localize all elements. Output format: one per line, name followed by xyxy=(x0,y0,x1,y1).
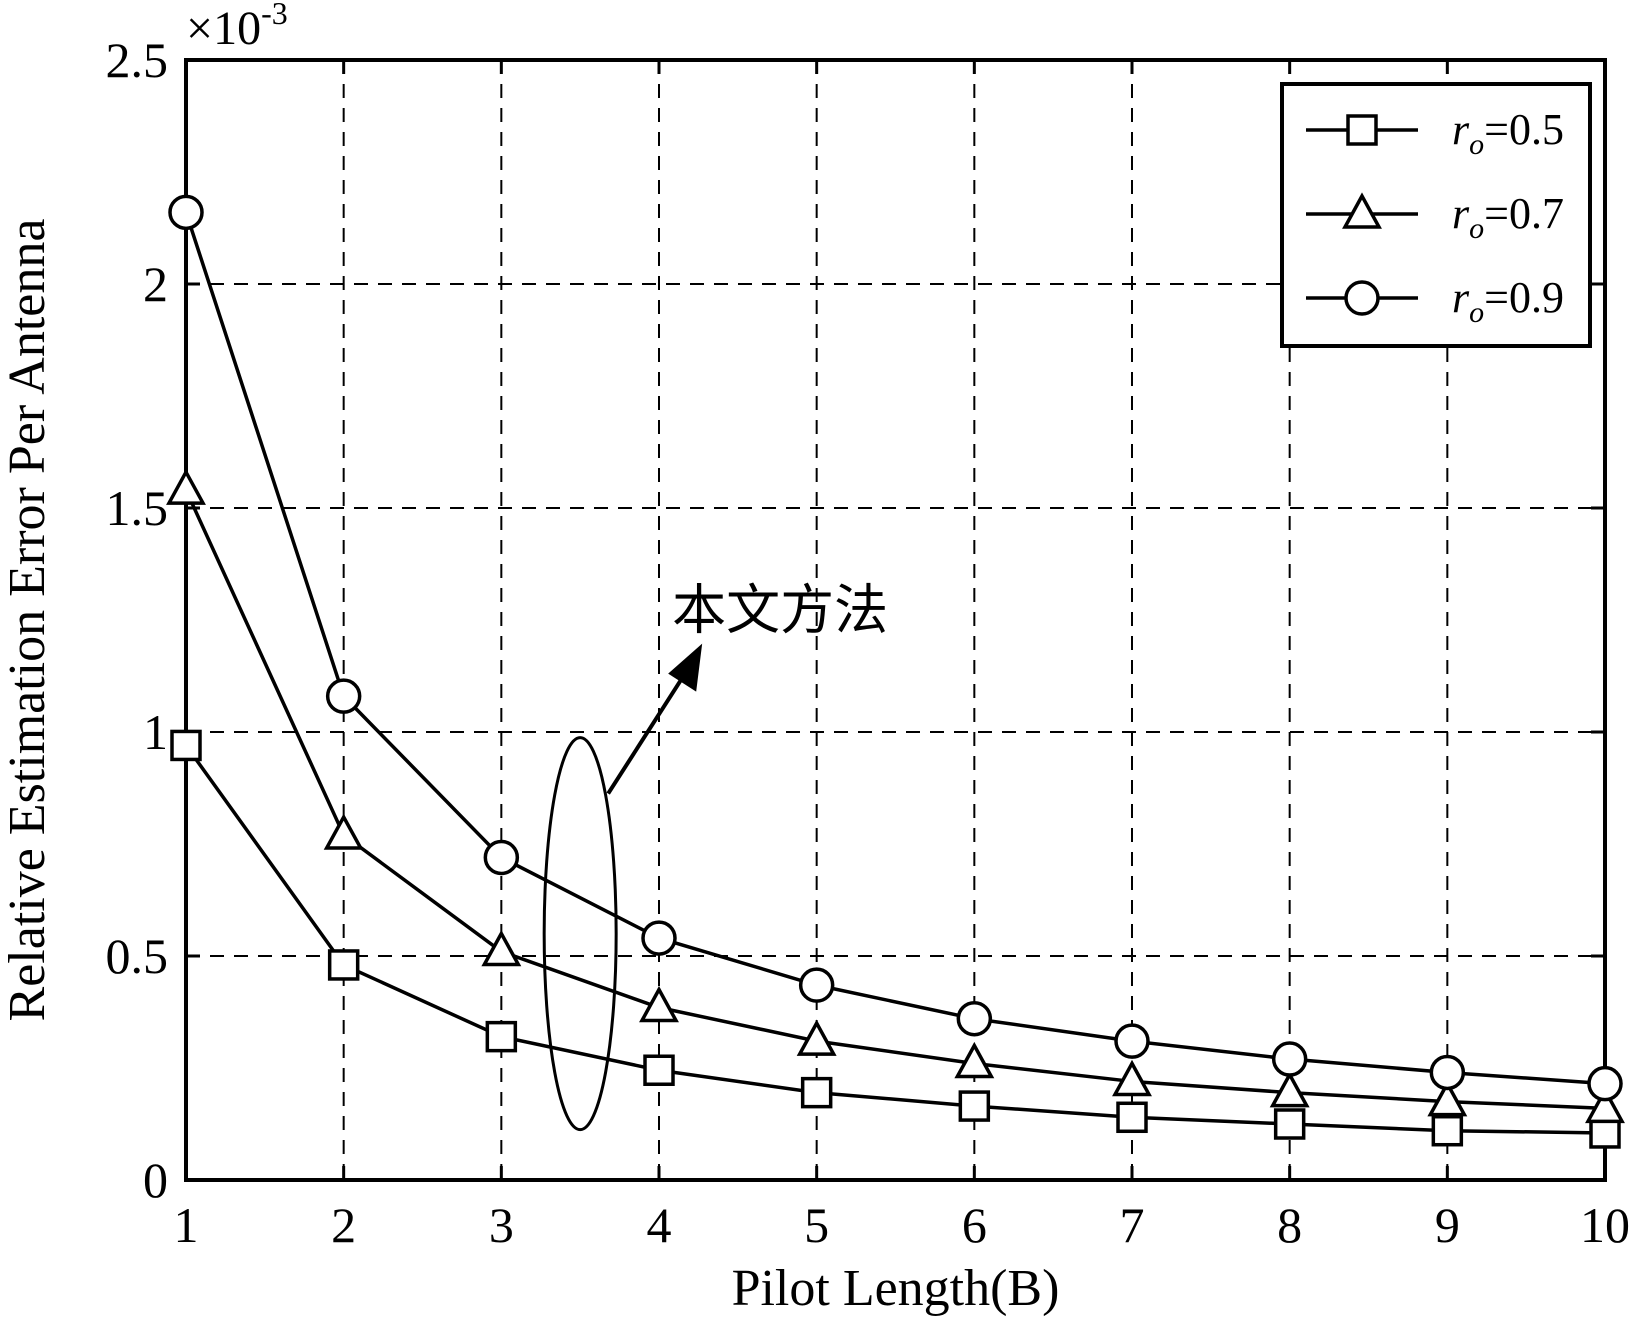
data-point-square xyxy=(1589,1117,1621,1149)
data-point-triangle xyxy=(166,468,206,505)
legend-label-subscript: o xyxy=(1469,296,1484,329)
grid xyxy=(186,60,1605,1180)
x-tick-label: 3 xyxy=(489,1197,514,1253)
plot-frame xyxy=(184,58,1607,1182)
series-triangle xyxy=(166,468,1625,1124)
legend-label-value: =0.9 xyxy=(1484,273,1564,322)
data-point-circle xyxy=(1429,1054,1466,1091)
data-point-circle xyxy=(1271,1041,1308,1077)
data-point-circle xyxy=(168,194,204,231)
legend-label-value: =0.5 xyxy=(1484,105,1564,154)
legend-entry: ro=0.7 xyxy=(1306,189,1564,245)
series-group xyxy=(166,194,1625,1149)
data-point-triangle xyxy=(1427,1079,1468,1117)
legend-entry: ro=0.9 xyxy=(1306,273,1564,329)
y-axis-label: Relative Estimation Error Per Antenna xyxy=(0,219,56,1022)
legend-label-subscript: o xyxy=(1469,212,1484,245)
annotation-arrow-shaft xyxy=(606,664,692,795)
y-tick-label: 0.5 xyxy=(106,928,169,984)
data-point-circle xyxy=(798,967,835,1003)
x-tick-label: 2 xyxy=(331,1197,356,1253)
series-line xyxy=(184,744,1606,1135)
x-tick-label: 1 xyxy=(174,1197,199,1253)
legend: ro=0.5ro=0.7ro=0.9 xyxy=(1280,82,1592,348)
data-point-square xyxy=(170,729,202,762)
data-point-triangle xyxy=(1112,1059,1152,1097)
data-point-triangle xyxy=(796,1019,837,1056)
x-tick-label: 4 xyxy=(647,1197,672,1253)
data-point-triangle xyxy=(481,929,522,967)
data-point-circle xyxy=(956,1000,993,1037)
legend-entry: ro=0.5 xyxy=(1306,105,1564,161)
data-point-circle xyxy=(483,839,520,876)
y-multiplier-base: ×10 xyxy=(186,2,261,55)
legend-marker-circle xyxy=(1344,280,1380,316)
data-point-triangle xyxy=(954,1041,995,1079)
data-point-square xyxy=(1116,1101,1148,1134)
legend-marker-square xyxy=(1346,114,1378,146)
y-axis-multiplier: ×10-3 xyxy=(186,0,288,55)
series-square xyxy=(170,729,1621,1149)
data-point-square xyxy=(327,949,360,981)
x-tick-label: 10 xyxy=(1580,1197,1630,1253)
series-line xyxy=(184,211,1606,1086)
x-tick-label: 9 xyxy=(1435,1197,1460,1253)
y-tick-label: 1 xyxy=(143,704,168,760)
y-tick-label: 0 xyxy=(143,1152,168,1208)
y-tick-label: 1.5 xyxy=(106,480,169,536)
data-point-square xyxy=(1273,1108,1306,1140)
y-tick-label: 2 xyxy=(143,256,168,312)
series-circle xyxy=(168,194,1623,1102)
data-point-triangle xyxy=(1269,1071,1310,1108)
data-point-circle xyxy=(1587,1065,1623,1102)
data-point-triangle xyxy=(639,985,679,1023)
x-tick-label: 8 xyxy=(1277,1197,1302,1253)
legend-label: ro=0.5 xyxy=(1452,105,1564,161)
legend-label-value: =0.7 xyxy=(1484,189,1564,238)
data-point-square xyxy=(800,1076,833,1109)
annotation-ellipse xyxy=(542,736,618,1132)
legend-label-symbol: r xyxy=(1452,105,1470,154)
data-point-circle xyxy=(1114,1023,1150,1059)
x-tick-label: 5 xyxy=(804,1197,829,1253)
data-point-circle xyxy=(641,920,677,956)
data-point-square xyxy=(485,1020,518,1053)
data-point-triangle xyxy=(323,813,364,850)
axis-ticks: 1 2 3 4 5 6 7 8 9 10 0 0.5 1 1.5 2 2.5 xyxy=(106,32,1631,1253)
legend-label-symbol: r xyxy=(1452,273,1470,322)
legend-marker-triangle xyxy=(1342,192,1382,229)
annotation-group: 本文方法 xyxy=(542,579,888,1132)
series-line xyxy=(184,489,1606,1111)
annotation-text: 本文方法 xyxy=(672,579,888,642)
data-point-circle xyxy=(325,678,362,714)
legend-label: ro=0.9 xyxy=(1452,273,1564,329)
x-tick-label: 7 xyxy=(1120,1197,1145,1253)
legend-label-symbol: r xyxy=(1452,189,1470,238)
legend-label: ro=0.7 xyxy=(1452,189,1564,245)
y-multiplier-exponent: -3 xyxy=(261,0,288,31)
data-point-square xyxy=(958,1090,991,1122)
data-point-square xyxy=(643,1054,675,1086)
annotation-arrow-head xyxy=(668,643,703,692)
x-axis-label: Pilot Length(B) xyxy=(732,1260,1060,1317)
legend-label-subscript: o xyxy=(1469,128,1484,161)
x-tick-label: 6 xyxy=(962,1197,987,1253)
y-tick-label: 2.5 xyxy=(106,32,169,88)
legend-box xyxy=(1280,82,1592,348)
data-point-square xyxy=(1431,1114,1464,1147)
data-point-triangle xyxy=(1585,1086,1625,1124)
